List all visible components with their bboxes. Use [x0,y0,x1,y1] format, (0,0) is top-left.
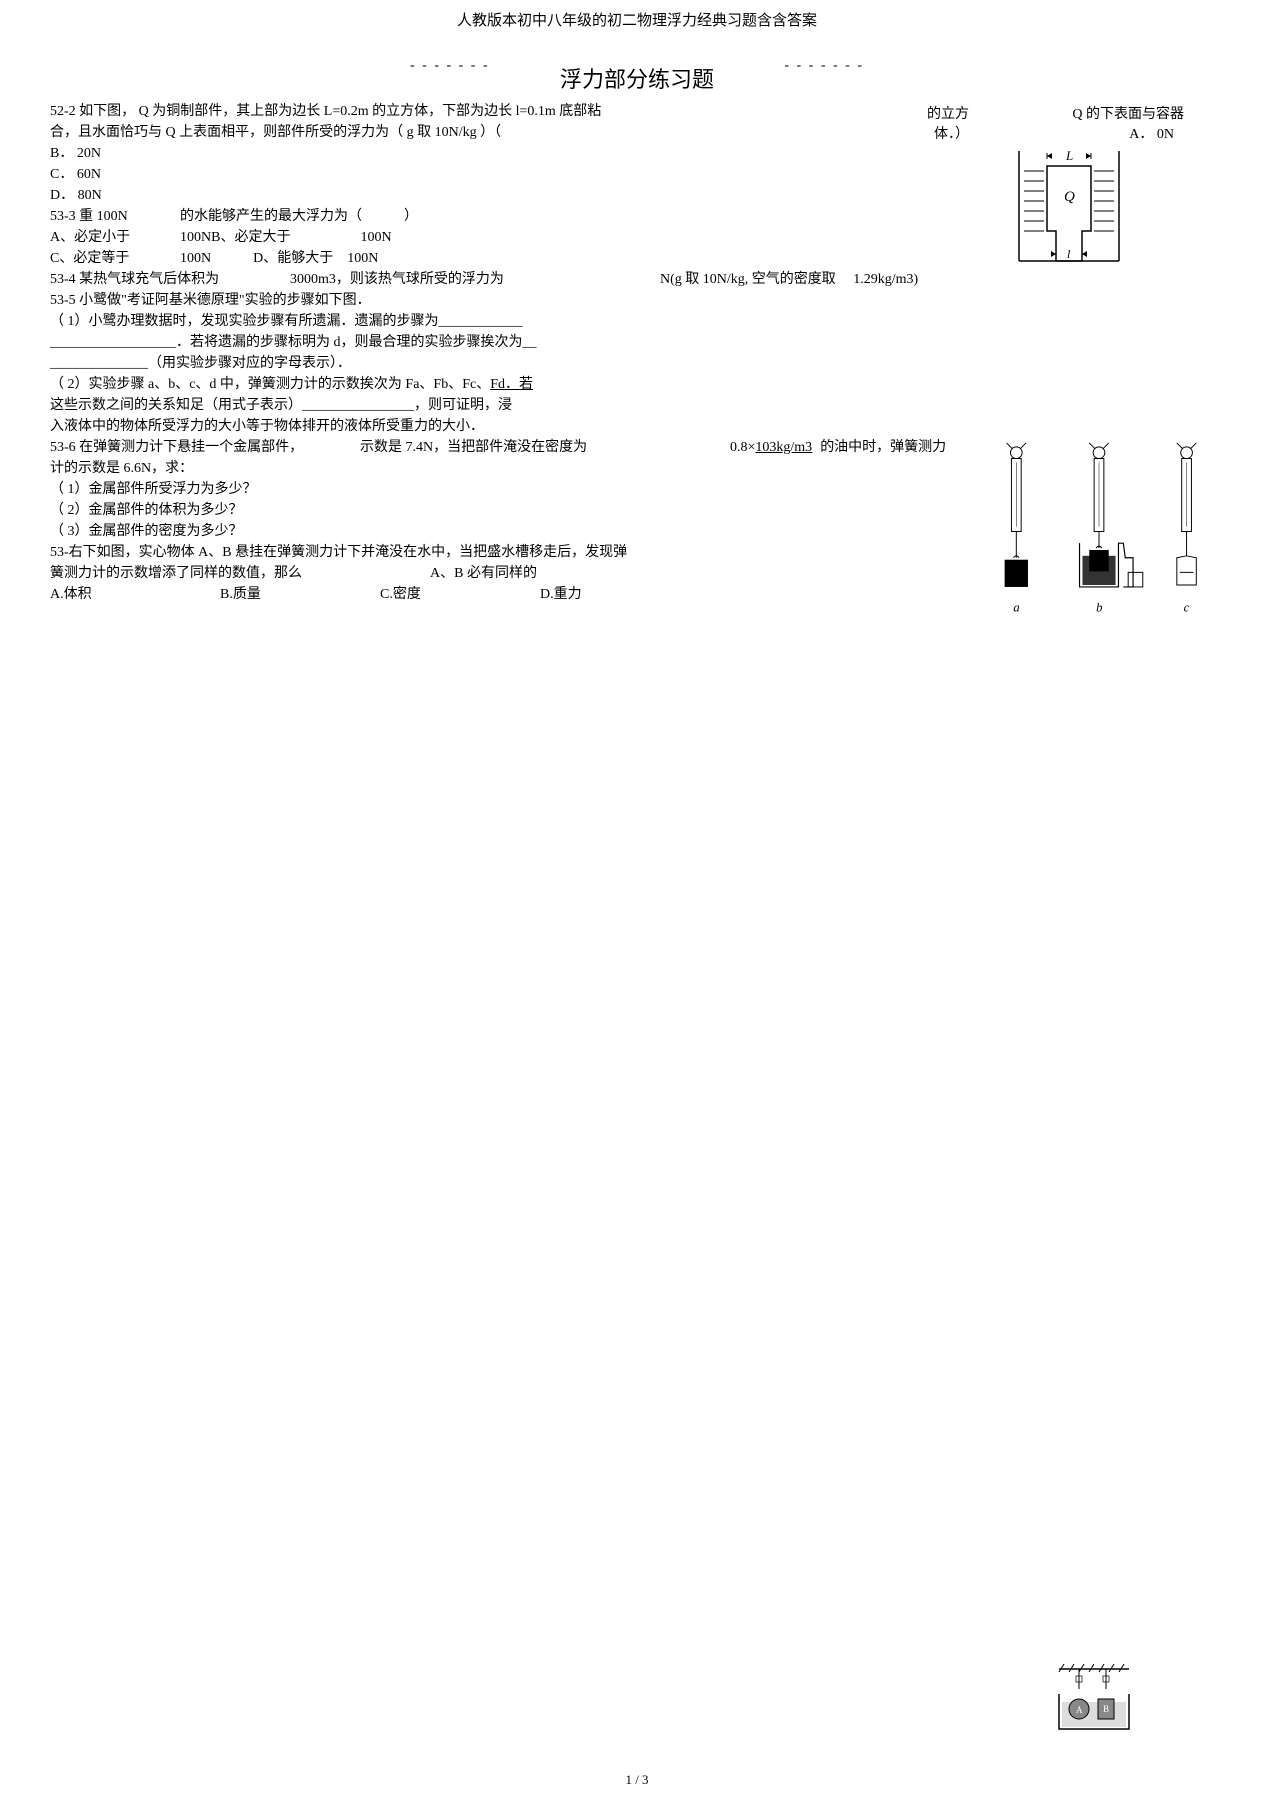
page-number: 1 / 3 [625,1770,648,1790]
spring-c: c [1177,442,1196,613]
spring-a: a [1005,442,1028,613]
doc-header: 人教版本初中八年级的初二物理浮力经典习题含含答案 [50,10,1224,33]
svg-text:A: A [1076,1705,1083,1715]
q53-5-l5b: Fd．若 [490,377,533,392]
diagram-bottom-tank: A B [1054,1664,1134,1734]
content-body: 的立方 Q 的下表面与容器 体．） A． 0N 52-2 如下图， Q 为铜制部… [50,101,1224,605]
q53-3-p2b: 100NB、必定大于 100N [180,227,392,248]
q53-5-l4: ______________（用实验步骤对应的字母表示）． [50,353,1224,374]
label-Q: Q [1064,189,1075,205]
float-surface: Q 的下表面与容器 [1072,104,1184,125]
q53-3-p1b: 的水能够产生的最大浮力为（ ） [180,206,418,227]
opt-weight: D.重力 [540,584,582,605]
svg-text:c: c [1184,600,1190,614]
q53-5-l6: 这些示数之间的关系知足（用式子表示）________________，则可证明，… [50,395,1224,416]
opt-density: C.密度 [380,584,540,605]
svg-text:a: a [1013,600,1019,614]
label-l: l [1067,247,1071,261]
q53-7-l2a: 簧测力计的示数增添了同样的数值，那么 [50,563,430,584]
svg-text:B: B [1103,1704,1109,1714]
q53-7-l2b: A、B 必有同样的 [430,563,537,584]
option-a: A． 0N [1129,124,1174,145]
q53-3-p3a: C、必定等于 [50,248,180,269]
q53-5-l2: （ 1）小鹭办理数据时，发现实验步骤有所遗漏．遗漏的步骤为___________… [50,311,1224,332]
q53-4-p2: 3000m3，则该热气球所受的浮力为 [290,269,660,290]
q53-4-p1: 53-4 某热气球充气后体积为 [50,269,290,290]
q53-6-l1a: 53-6 在弹簧测力计下悬挂一个金属部件， [50,437,360,458]
diagram-spring-scales: a b c [984,441,1214,621]
svg-text:b: b [1096,600,1102,614]
q53-4-row: 53-4 某热气球充气后体积为 3000m3，则该热气球所受的浮力为 N(g 取… [50,269,1224,290]
q53-5-l5a: （ 2）实验步骤 a、b、c、d 中，弹簧测力计的示数挨次为 Fa、Fb、Fc、 [50,377,490,392]
label-L: L [1065,148,1073,163]
main-title: 浮力部分练习题 [50,63,1224,96]
q52-2-line2: 合，且水面恰巧与 Q 上表面相平，则部件所受的浮力为（ g 取 10N/kg ）… [50,122,1224,143]
opt-volume: A.体积 [50,584,220,605]
q53-6-l1c: 0.8× [730,437,755,458]
float-cube: 的立方 [927,104,969,125]
q53-6-l1e: 的油中时，弹簧测力 [820,437,946,458]
q52-2-line1: 52-2 如下图， Q 为铜制部件，其上部为边长 L=0.2m 的立方体，下部为… [50,101,1224,122]
q53-3-p3b: 100N D、能够大于 100N [180,248,378,269]
q53-5-l1: 53-5 小鹭做"考证阿基米德原理"实验的步骤如下图． [50,290,1224,311]
q53-3-p1a: 53-3 重 100N [50,206,180,227]
q53-4-p3: N(g 取 10N/kg, 空气的密度取 1.29kg/m3) [660,269,918,290]
q53-3-p2a: A、必定小于 [50,227,180,248]
spring-b: b [1080,442,1143,613]
float-body: 体．） [934,124,969,145]
q53-5-l3: __________________．若将遗漏的步骤标明为 d，则最合理的实验步… [50,332,1224,353]
q53-5-l7: 入液体中的物体所受浮力的大小等于物体排开的液体所受重力的大小． [50,416,1224,437]
q53-6-l1b: 示数是 7.4N，当把部件淹没在密度为 [360,437,730,458]
opt-mass: B.质量 [220,584,380,605]
q53-6-l1d: 103kg/m3 [755,437,812,458]
diagram-q-block: L Q l [1014,141,1124,271]
q53-5-l5: （ 2）实验步骤 a、b、c、d 中，弹簧测力计的示数挨次为 Fa、Fb、Fc、… [50,374,1224,395]
